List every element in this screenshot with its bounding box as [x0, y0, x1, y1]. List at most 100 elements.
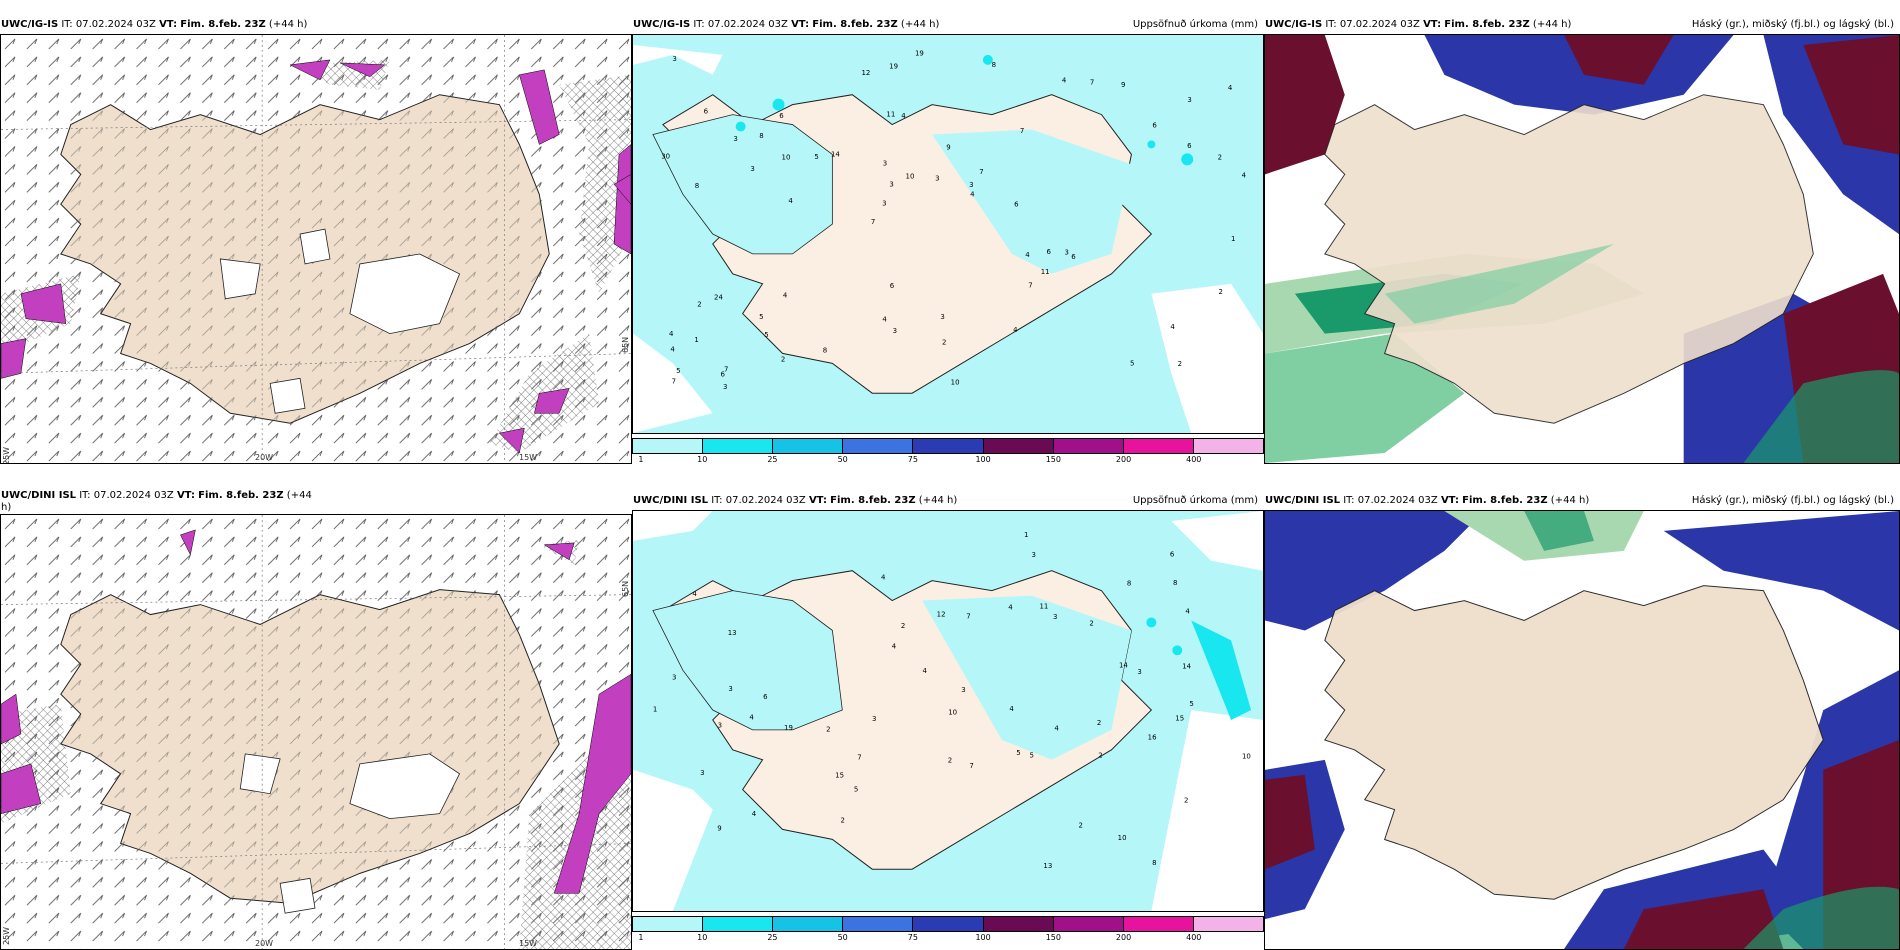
precip-value: 8: [695, 182, 699, 190]
legend-tick-label: 100: [975, 933, 991, 942]
precip-value: 13: [728, 629, 737, 637]
precip-value: 3: [733, 135, 737, 143]
precip-value: 4: [669, 330, 674, 338]
axis-lat-65n: 65N: [621, 336, 630, 353]
precip-value: 2: [826, 725, 830, 733]
precip-value: 3: [872, 715, 876, 723]
legend-tick-label: 400: [1186, 455, 1202, 464]
precip-value: 19: [889, 63, 898, 71]
precip-value: 4: [749, 714, 754, 722]
legend-swatch: [703, 917, 774, 931]
precip-value: 6: [890, 282, 894, 290]
legend-tick-label: 1: [638, 455, 644, 464]
precip-legend: 1 10 25 50 75 100 150 200 400: [632, 438, 1264, 464]
precip-value: 7: [871, 218, 875, 226]
precip-value: 1: [653, 705, 657, 713]
precip-value: 10: [906, 172, 915, 180]
panel-bottom-left: UWC/DINI ISL IT: 07.02.2024 03Z VT: Fim.…: [0, 488, 632, 950]
precip-value: 1: [1024, 531, 1028, 539]
precip-value: 4: [692, 590, 697, 598]
legend-swatch: [1123, 917, 1194, 931]
precip-value: 4: [1054, 725, 1059, 733]
panel-top-left: UWC/IG-IS IT: 07.02.2024 03Z VT: Fim. 8.…: [0, 12, 632, 464]
legend-swatch: [913, 917, 984, 931]
precip-value: 4: [882, 316, 887, 324]
precip-value: 3: [1065, 249, 1069, 257]
precip-value: 6: [721, 371, 725, 379]
precip-value: 4: [788, 197, 793, 205]
precip-value: 8: [1127, 579, 1131, 587]
precip-value: 2: [901, 622, 905, 630]
precip-value: 11: [1040, 602, 1049, 610]
legend-swatch: [1053, 439, 1124, 453]
legend-swatch: [633, 917, 704, 931]
precip-value: 3: [700, 769, 704, 777]
cloud-map: [1265, 35, 1899, 463]
precip-value: 2: [1219, 288, 1223, 296]
precip-value: 4: [1170, 323, 1175, 331]
wind-map: [1, 515, 631, 949]
legend-tick-label: 400: [1186, 933, 1202, 942]
map-cloud-frame: [1264, 510, 1900, 950]
panel-header: UWC/IG-IS IT: 07.02.2024 03Z VT: Fim. 8.…: [1265, 19, 1572, 30]
precip-value: 9: [1121, 81, 1125, 89]
legend-swatch: [1193, 917, 1263, 931]
precip-value: 4: [1242, 171, 1247, 179]
precip-value: 4: [1185, 607, 1190, 615]
legend-swatch: [1193, 439, 1263, 453]
precip-value: 5: [1130, 360, 1134, 368]
precip-value: 4: [1013, 326, 1018, 334]
precip-value: 5: [764, 331, 768, 339]
precip-value: 2: [942, 339, 946, 347]
legend-tick-label: 200: [1115, 933, 1132, 942]
precip-value: 8: [992, 61, 996, 69]
precip-value: 10: [1242, 752, 1251, 760]
precip-value: 3: [889, 181, 893, 189]
precip-value: 5: [1189, 700, 1193, 708]
precip-value: 9: [946, 144, 950, 152]
precip-value: 2: [1218, 154, 1222, 162]
precip-value: 3: [750, 165, 754, 173]
precip-value: 6: [1046, 248, 1050, 256]
panel-top-mid: UWC/IG-IS IT: 07.02.2024 03Z VT: Fim. 8.…: [632, 12, 1264, 464]
legend-tick-label: 10: [697, 933, 708, 942]
precip-value: 1: [1231, 235, 1235, 243]
legend-swatch: [983, 439, 1054, 453]
panel-title-right: Uppsöfnuð úrkoma (mm): [1132, 495, 1258, 506]
precip-value: 2: [1184, 797, 1188, 805]
precip-value: 6: [1014, 201, 1018, 209]
precip-value: 14: [1182, 663, 1191, 671]
axis-lon-15w: 15W: [519, 453, 538, 462]
legend-tick-label: 25: [767, 933, 778, 942]
axis-lat-25w: 25W: [2, 446, 11, 464]
legend-tick-label: 10: [697, 455, 708, 464]
precip-value: 4: [1062, 77, 1067, 85]
panel-top-right: UWC/IG-IS IT: 07.02.2024 03Z VT: Fim. 8.…: [1264, 12, 1900, 464]
precip-value: 10: [782, 154, 791, 162]
precip-value: 8: [759, 132, 763, 140]
panel-title-right: Háský (gr.), miðský (fj.bl.) og lágský (…: [1691, 19, 1894, 30]
precip-value: 6: [763, 693, 767, 701]
precip-value: 19: [915, 50, 924, 58]
legend-swatch: [633, 439, 704, 453]
precip-value: 4: [1008, 604, 1013, 612]
precip-value: 3: [1137, 668, 1141, 676]
axis-lon-15w: 15W: [519, 939, 538, 948]
wind-map: [1, 35, 631, 463]
precip-value: 6: [1152, 121, 1156, 129]
precip-value: 24: [714, 293, 723, 301]
precip-value: 3: [961, 686, 965, 694]
panel-bottom-right: UWC/DINI ISL IT: 07.02.2024 03Z VT: Fim.…: [1264, 488, 1900, 950]
precip-value: 5: [854, 786, 858, 794]
precip-value: 3: [882, 200, 886, 208]
precip-value: 2: [1178, 360, 1182, 368]
precip-value: 6: [779, 112, 783, 120]
precip-value: 7: [672, 377, 676, 385]
legend-tick-label: 75: [907, 455, 918, 464]
legend-tick-label: 100: [975, 455, 991, 464]
precip-value: 6: [1170, 551, 1174, 559]
legend-swatch: [773, 917, 844, 931]
precip-value: 10: [948, 708, 957, 716]
map-precip-frame: 2 8 3 7 7 7 11 9 24 14 4 5 4 7 6 6 19 4 4 6 3 4 3 6 4 4 5 4 3 10 5 3 7 2 2…: [632, 34, 1264, 434]
